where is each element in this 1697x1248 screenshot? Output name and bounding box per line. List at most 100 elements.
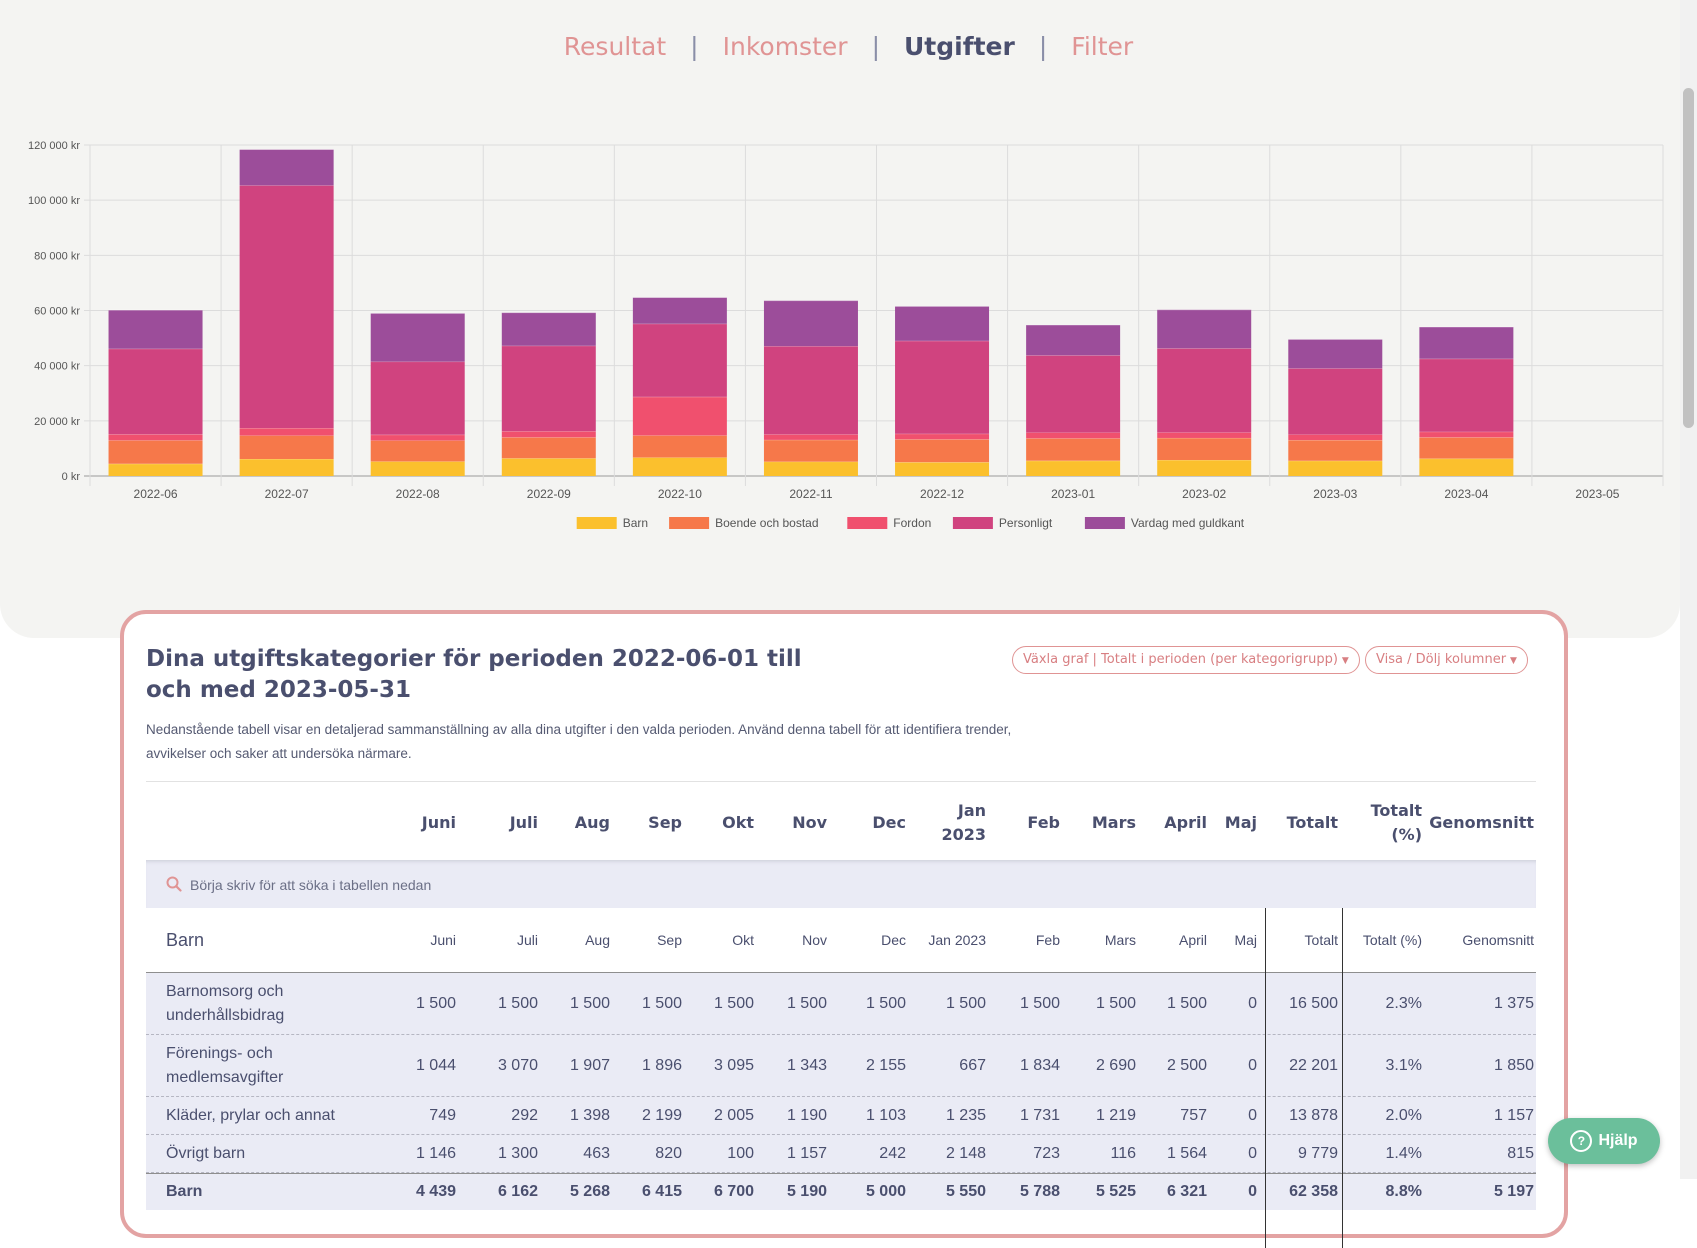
page-scrollbar[interactable] xyxy=(1680,0,1697,1179)
bar-segment xyxy=(1157,460,1252,476)
legend-label: Vardag med guldkant xyxy=(1131,516,1245,530)
tab-utgifter[interactable]: Utgifter xyxy=(904,31,1015,61)
column-header[interactable]: Genomsnitt xyxy=(1429,813,1534,832)
bar-segment xyxy=(1026,460,1121,476)
tab-resultat[interactable]: Resultat xyxy=(563,31,667,61)
table-cell: Juli xyxy=(516,931,538,948)
card-title: Dina utgiftskategorier för perioden 2022… xyxy=(146,646,802,703)
table-cell: 5 788 xyxy=(1019,1183,1060,1200)
column-header[interactable]: Sep xyxy=(648,813,682,832)
column-header[interactable]: Okt xyxy=(722,813,754,832)
legend-label: Barn xyxy=(623,516,648,530)
bar-segment xyxy=(1288,339,1383,369)
table-cell: 6 162 xyxy=(497,1183,538,1200)
column-header[interactable]: Juni xyxy=(421,813,456,832)
bar-segment xyxy=(1419,326,1514,359)
table-cell: 6 700 xyxy=(713,1183,754,1200)
bar-segment xyxy=(1419,458,1514,476)
toggle-columns-dropdown[interactable]: Visa / Dölj kolumner ▼ xyxy=(1365,646,1528,674)
bar-segment xyxy=(239,149,334,186)
table-cell: Aug xyxy=(585,931,610,948)
card-description: Nedanstående tabell visar en detaljerad … xyxy=(146,722,1012,761)
table-cell: 667 xyxy=(959,1056,986,1074)
legend-swatch xyxy=(669,517,710,529)
column-header[interactable]: Aug xyxy=(574,813,610,832)
row-label: Barn xyxy=(166,929,205,950)
table-cell: 1 235 xyxy=(945,1106,986,1124)
table-row[interactable]: Barnomsorg och underhållsbidrag 1 500 1 50… xyxy=(146,973,1536,1035)
tab-filter[interactable]: Filter xyxy=(1071,31,1134,61)
bar-segment xyxy=(763,434,858,440)
table-cell: 2 005 xyxy=(713,1106,754,1124)
table-cell: 1 044 xyxy=(415,1056,456,1074)
table-cell: 1 500 xyxy=(945,994,986,1012)
table-row[interactable]: Förenings- och medlemsavgifter 1 044 3 070… xyxy=(146,1035,1536,1097)
column-header[interactable]: Nov xyxy=(792,813,827,832)
x-tick-label: 2022-06 xyxy=(134,487,178,501)
column-header[interactable]: Dec xyxy=(872,813,906,832)
toggle-graph-label: Växla graf | Totalt i perioden (per kate… xyxy=(1023,652,1338,667)
table-cell: 5 550 xyxy=(945,1183,986,1200)
x-tick-label: 2022-07 xyxy=(265,487,309,501)
bar-segment xyxy=(501,345,596,432)
search-input[interactable] xyxy=(188,868,1492,902)
bar-segment xyxy=(239,185,334,429)
group-header-row: Barn Juni Juli Aug Sep Okt Nov Dec Jan 2023 Feb Ma… xyxy=(146,908,1536,973)
table-cell: April xyxy=(1178,931,1207,948)
legend-label: Personligt xyxy=(999,516,1053,530)
table-cell: 0 xyxy=(1248,1056,1257,1074)
table-cell: 1 500 xyxy=(786,994,827,1012)
table-row[interactable]: Övrigt barn 1 146 1 300 463 820 100 1 157 242 2 … xyxy=(146,1135,1536,1173)
x-tick-label: 2022-11 xyxy=(789,487,832,501)
bar-segment xyxy=(1288,460,1383,476)
bar-segment xyxy=(1288,440,1383,461)
table-cell: 3.1% xyxy=(1385,1056,1422,1074)
help-label: Hjälp xyxy=(1598,1132,1638,1149)
help-button[interactable]: ? Hjälp xyxy=(1548,1118,1660,1164)
column-header[interactable]: April xyxy=(1164,813,1207,832)
table-cell: 62 358 xyxy=(1289,1183,1338,1200)
column-header[interactable]: Mars xyxy=(1091,813,1136,832)
table-cell: 0 xyxy=(1248,1106,1257,1124)
y-tick-label: 20 000 kr xyxy=(34,416,80,428)
x-tick-label: 2022-08 xyxy=(396,487,440,501)
table-cell: 1 375 xyxy=(1493,994,1534,1012)
question-circle-icon: ? xyxy=(1570,1130,1593,1152)
table-cell: 1 500 xyxy=(1095,994,1136,1012)
table-cell: 242 xyxy=(879,1144,906,1162)
column-header[interactable]: Feb xyxy=(1027,813,1060,832)
toggle-graph-dropdown[interactable]: Växla graf | Totalt i perioden (per kate… xyxy=(1012,646,1360,674)
expense-bar-chart: 0 kr 20 000 kr 40 000 kr 60 000 kr 80 000 kr… xyxy=(28,140,1664,530)
bar-segment xyxy=(370,313,465,362)
bar-segment xyxy=(108,440,203,464)
table-cell: 1 219 xyxy=(1095,1106,1136,1124)
column-header[interactable]: Jan 2023 xyxy=(941,801,986,844)
expense-table: Barn Juni Juli Aug Sep Okt Nov Dec Jan 2023 Feb Ma… xyxy=(146,908,1536,1210)
bar-segment xyxy=(108,463,203,476)
bar-segment xyxy=(370,440,465,462)
row-label: Barnomsorg och underhållsbidrag xyxy=(166,982,285,1024)
table-cell: 2.0% xyxy=(1385,1106,1422,1124)
expense-table-card: Dina utgiftskategorier för perioden 2022… xyxy=(120,610,1568,1248)
column-header[interactable]: Totalt (%) xyxy=(1370,801,1422,844)
bar-segment xyxy=(501,437,596,459)
column-header[interactable]: Totalt xyxy=(1286,813,1338,832)
column-header[interactable]: Maj xyxy=(1224,813,1257,832)
x-tick-label: 2022-09 xyxy=(527,487,571,501)
scrollbar-thumb[interactable] xyxy=(1683,88,1694,428)
legend-swatch xyxy=(576,517,617,529)
column-header[interactable]: Juli xyxy=(509,813,538,832)
table-cell: 116 xyxy=(1110,1144,1136,1162)
table-cell: 9 779 xyxy=(1297,1144,1338,1162)
bar-segment xyxy=(763,346,858,435)
table-cell: 2 155 xyxy=(865,1056,906,1074)
table-cell: 5 268 xyxy=(569,1183,610,1200)
tab-inkomster[interactable]: Inkomster xyxy=(722,31,848,61)
table-cell: 3 070 xyxy=(497,1056,538,1074)
bar-segment xyxy=(1157,437,1252,461)
table-cell: Nov xyxy=(802,931,827,948)
table-row[interactable]: Kläder, prylar och annat 749 292 1 398 2 199… xyxy=(146,1097,1536,1135)
y-tick-label: 40 000 kr xyxy=(34,361,80,373)
table-cell: 1 500 xyxy=(415,994,456,1012)
y-tick-label: 120 000 kr xyxy=(28,140,80,152)
